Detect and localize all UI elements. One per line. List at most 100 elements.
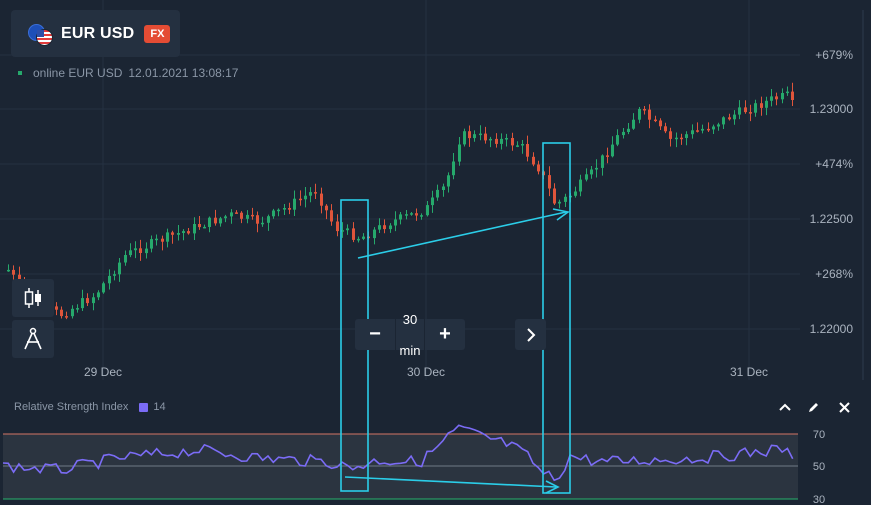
candle-body [155,238,158,241]
candle-body [564,196,567,202]
candle-body [261,222,264,225]
rsi-level-label: 50 [813,461,825,473]
candle-body [458,144,461,162]
rsi-axis: 70 50 30 [813,429,825,505]
candle-body [129,250,132,256]
remove-indicator-button[interactable] [836,399,852,415]
edit-indicator-button[interactable] [806,399,822,415]
candle-body [601,155,604,168]
candle-body [383,225,386,230]
x-axis-label: 31 Dec [730,365,768,379]
x-axis: 29 Dec 30 Dec 31 Dec [84,365,768,379]
candle-body [330,210,333,222]
candle-body [532,156,535,165]
candle-body [579,179,582,192]
zoom-in-button[interactable]: + [439,323,451,345]
annotation-arrowhead-price [552,208,570,221]
rsi-color-swatch [139,402,149,412]
scroll-forward-button[interactable] [515,319,546,350]
candle-body [691,130,694,135]
candle-body [299,198,302,201]
rsi-period: 14 [153,401,166,413]
candle-body [18,274,21,281]
candle-body [675,137,678,140]
candle-body [553,188,556,204]
chart-type-button[interactable] [12,279,54,317]
zoom-out-button[interactable]: − [369,323,381,345]
candle-body [81,298,84,309]
annotation-box-right [542,142,571,494]
drawing-tools-button[interactable] [12,320,54,358]
candle-body [473,134,476,139]
candlestick-icon [24,288,41,308]
candle-body [468,131,471,139]
asset-selector[interactable]: EUR USD FX [11,10,180,57]
collapse-indicator-button[interactable] [777,399,793,415]
online-dot-icon [18,71,22,75]
candle-body [352,228,355,240]
candle-body [246,214,249,219]
y-axis-label: +474% [815,157,853,171]
candle-body [479,133,482,136]
status-label: online EUR USD [33,66,123,80]
candle-body [187,231,190,234]
rsi-level-label: 70 [813,429,825,441]
candle-body [791,91,794,100]
candle-body [606,155,609,157]
rsi-title: Relative Strength Index [14,401,129,413]
candle-body [97,292,100,298]
candle-body [320,193,323,206]
candle-body [648,109,651,120]
candle-body [235,212,238,214]
candle-body [701,128,704,131]
candle-body [654,119,657,122]
asset-type-badge: FX [144,24,171,43]
candle-body [341,230,344,232]
candle-body [643,109,646,111]
candle-body [373,229,376,239]
candle-body [495,138,498,144]
candlestick-series [7,82,794,320]
candle-body [426,205,429,216]
candle-body [632,119,635,129]
candle-body [346,228,349,231]
candle-body [585,174,588,180]
candle-body [516,145,519,147]
candle-body [622,131,625,136]
candle-body [664,126,667,132]
candle-body [55,306,58,310]
status-timestamp: 12.01.2021 13:08:17 [128,66,239,80]
y-axis: +679% 1.23000 +474% 1.22500 +268% 1.2200… [810,48,854,336]
candle-body [627,128,630,132]
candle-body [124,255,127,263]
candle-body [161,238,164,242]
candle-body [102,283,105,293]
rsi-level-label: 30 [813,494,825,505]
candle-body [749,112,752,114]
timeframe-control: − 30 min + [355,303,465,366]
candle-body [574,191,577,196]
candle-body [638,109,641,120]
candle-body [314,192,317,194]
candle-body [166,232,169,242]
eur-usd-flag-icon [28,23,54,46]
candle-body [134,248,137,251]
candle-body [405,214,408,216]
candle-body [203,226,206,229]
candle-body [707,128,710,131]
candle-body [611,144,614,157]
x-axis-label: 29 Dec [84,365,122,379]
candle-body [288,208,291,210]
candle-body [722,117,725,125]
candle-body [558,201,561,204]
candle-body [198,224,201,228]
rsi-line [2,424,794,482]
candle-body [775,96,778,100]
y-axis-label: 1.22500 [810,212,854,226]
timeframe-label[interactable]: 30 min [395,303,425,366]
candle-body [182,231,185,233]
annotations [340,142,571,494]
candle-body [357,238,360,241]
candle-body [442,186,445,190]
